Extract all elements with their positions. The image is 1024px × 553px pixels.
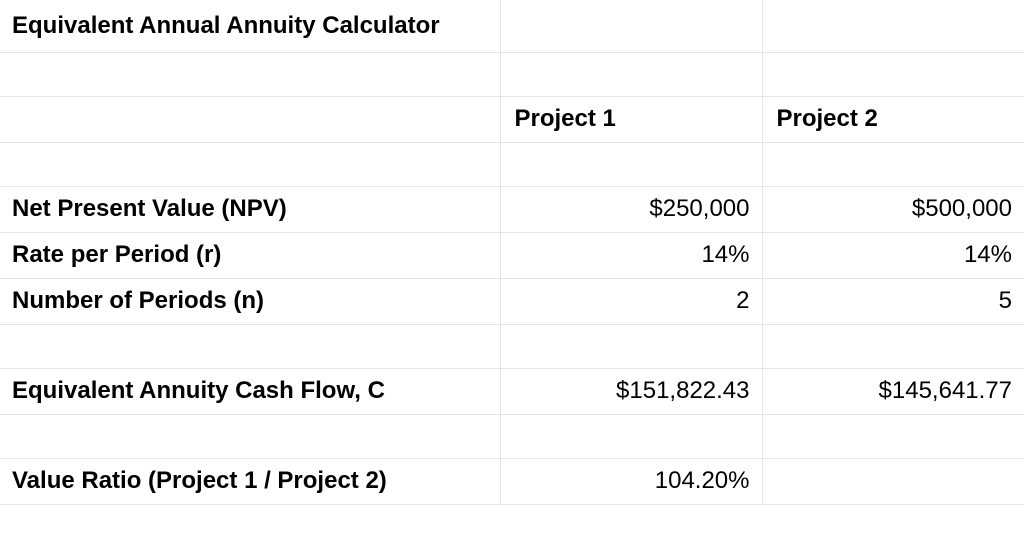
value-ratio-project2: [762, 458, 1024, 504]
label-periods: Number of Periods (n): [0, 278, 500, 324]
spacer-row: [0, 142, 1024, 186]
empty-cell: [0, 414, 500, 458]
empty-cell: [500, 324, 762, 368]
spacer-row: [0, 52, 1024, 96]
empty-cell: [762, 52, 1024, 96]
row-rate: Rate per Period (r) 14% 14%: [0, 232, 1024, 278]
empty-cell: [762, 142, 1024, 186]
empty-cell: [762, 414, 1024, 458]
value-rate-project2: 14%: [762, 232, 1024, 278]
empty-cell: [500, 52, 762, 96]
label-eacf: Equivalent Annuity Cash Flow, C: [0, 368, 500, 414]
empty-cell: [500, 0, 762, 52]
value-ratio-project1: 104.20%: [500, 458, 762, 504]
row-periods: Number of Periods (n) 2 5: [0, 278, 1024, 324]
empty-cell: [500, 142, 762, 186]
value-rate-project1: 14%: [500, 232, 762, 278]
title-row: Equivalent Annual Annuity Calculator: [0, 0, 1024, 52]
label-ratio: Value Ratio (Project 1 / Project 2): [0, 458, 500, 504]
page-title: Equivalent Annual Annuity Calculator: [0, 0, 500, 52]
value-periods-project2: 5: [762, 278, 1024, 324]
empty-cell: [0, 96, 500, 142]
value-npv-project2: $500,000: [762, 186, 1024, 232]
spacer-row: [0, 414, 1024, 458]
value-npv-project1: $250,000: [500, 186, 762, 232]
column-header-row: Project 1 Project 2: [0, 96, 1024, 142]
value-eacf-project1: $151,822.43: [500, 368, 762, 414]
row-eacf: Equivalent Annuity Cash Flow, C $151,822…: [0, 368, 1024, 414]
empty-cell: [0, 142, 500, 186]
row-ratio: Value Ratio (Project 1 / Project 2) 104.…: [0, 458, 1024, 504]
row-npv: Net Present Value (NPV) $250,000 $500,00…: [0, 186, 1024, 232]
empty-cell: [0, 324, 500, 368]
label-npv: Net Present Value (NPV): [0, 186, 500, 232]
empty-cell: [0, 52, 500, 96]
value-eacf-project2: $145,641.77: [762, 368, 1024, 414]
empty-cell: [500, 414, 762, 458]
empty-cell: [762, 324, 1024, 368]
value-periods-project1: 2: [500, 278, 762, 324]
label-rate: Rate per Period (r): [0, 232, 500, 278]
column-header-project1: Project 1: [500, 96, 762, 142]
spacer-row: [0, 324, 1024, 368]
eaa-calculator-table: Equivalent Annual Annuity Calculator Pro…: [0, 0, 1024, 505]
column-header-project2: Project 2: [762, 96, 1024, 142]
empty-cell: [762, 0, 1024, 52]
